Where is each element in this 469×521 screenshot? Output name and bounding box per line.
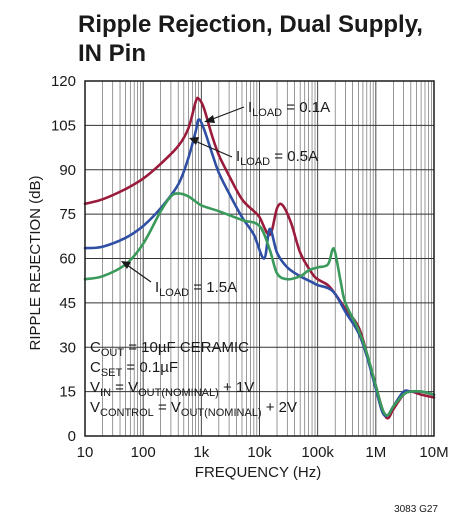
plot-curves (83, 96, 436, 420)
condition-cset-b: = 0.1µF (122, 359, 178, 376)
label-iload-0p5a-sub: LOAD (240, 156, 270, 168)
condition-cout-a: C (90, 339, 101, 356)
leader-arrow-0p1a (204, 115, 215, 123)
x-tick-label: 100 (131, 444, 156, 461)
y-tick-label: 0 (68, 428, 76, 445)
condition-cset-a: C (90, 359, 101, 376)
label-iload-1p5a-rest: = 1.5A (189, 279, 237, 296)
x-tick-label: 10 (77, 444, 94, 461)
label-iload-1p5a: ILOAD = 1.5A (155, 279, 237, 299)
condition-vin: VIN = VOUT(NOMINAL) + 1V (90, 379, 254, 399)
y-tick-label: 60 (59, 251, 76, 268)
test-conditions: COUT = 10µF CERAMIC CSET = 0.1µF VIN = V… (90, 339, 297, 419)
x-tick-label: 100k (301, 444, 334, 461)
condition-vcontrol-b-sub: OUT(NOMINAL) (181, 407, 262, 419)
y-tick-label: 75 (59, 206, 76, 223)
x-tick-label: 1M (365, 444, 386, 461)
leader-arrow-1p5a (121, 261, 131, 269)
condition-vin-a: V (90, 379, 100, 396)
condition-vin-c: + 1V (219, 379, 254, 396)
label-iload-0p1a-main: I (248, 99, 252, 116)
label-iload-0p1a: ILOAD = 0.1A (248, 99, 330, 119)
label-iload-0p1a-sub: LOAD (252, 107, 282, 119)
condition-vin-a-sub: IN (100, 387, 111, 399)
y-axis-label: RIPPLE REJECTION (dB) (27, 175, 44, 350)
label-iload-1p5a-sub: LOAD (159, 287, 189, 299)
y-tick-label: 15 (59, 384, 76, 401)
leader-line-0p1a (209, 106, 245, 121)
condition-cout: COUT = 10µF CERAMIC (90, 339, 249, 359)
label-iload-0p5a-rest: = 0.5A (270, 148, 318, 165)
condition-vcontrol-c: + 2V (262, 399, 297, 416)
leader-arrow-0p5a (189, 137, 199, 145)
chart-title-line-1: Ripple Rejection, Dual Supply, (78, 11, 423, 38)
plot-grid (84, 80, 434, 437)
leader-line-0p5a (194, 140, 233, 158)
y-tick-label: 30 (59, 339, 76, 356)
condition-vcontrol-b: = V (154, 399, 181, 416)
condition-vin-b: = V (111, 379, 138, 396)
figure-code: 3083 G27 (394, 504, 438, 515)
x-axis-label: FREQUENCY (Hz) (195, 464, 321, 481)
label-iload-1p5a-main: I (155, 279, 159, 296)
condition-vcontrol: VCONTROL = VOUT(NOMINAL) + 2V (90, 399, 297, 419)
condition-vin-b-sub: OUT(NOMINAL) (138, 387, 219, 399)
condition-cset-a-sub: SET (101, 367, 123, 379)
condition-cout-b: = 10µF CERAMIC (124, 339, 249, 356)
series-annotations: ILOAD = 0.1A ILOAD = 0.5A ILOAD = 1.5A (121, 99, 330, 299)
plot-frame (84, 80, 435, 437)
series-line-2 (83, 192, 436, 417)
condition-vcontrol-a: V (90, 399, 100, 416)
y-tick-label: 45 (59, 295, 76, 312)
label-iload-0p1a-rest: = 0.1A (282, 99, 330, 116)
x-tick-label: 10k (247, 444, 272, 461)
y-tick-label: 105 (51, 117, 76, 134)
y-tick-label: 120 (51, 73, 76, 90)
condition-cset: CSET = 0.1µF (90, 359, 178, 379)
condition-cout-a-sub: OUT (101, 347, 125, 359)
condition-vcontrol-a-sub: CONTROL (100, 407, 154, 419)
x-tick-label: 1k (193, 444, 209, 461)
series-line-1 (83, 118, 436, 418)
leader-line-1p5a (126, 264, 152, 283)
x-tick-label: 10M (419, 444, 448, 461)
tick-labels: 0 15 30 45 60 75 90 105 120 10 100 1k 10k 100k 1M 10M (51, 73, 449, 461)
y-tick-label: 90 (59, 162, 76, 179)
chart-title-line-2: IN Pin (78, 40, 146, 67)
label-iload-0p5a: ILOAD = 0.5A (236, 148, 318, 168)
label-iload-0p5a-main: I (236, 148, 240, 165)
